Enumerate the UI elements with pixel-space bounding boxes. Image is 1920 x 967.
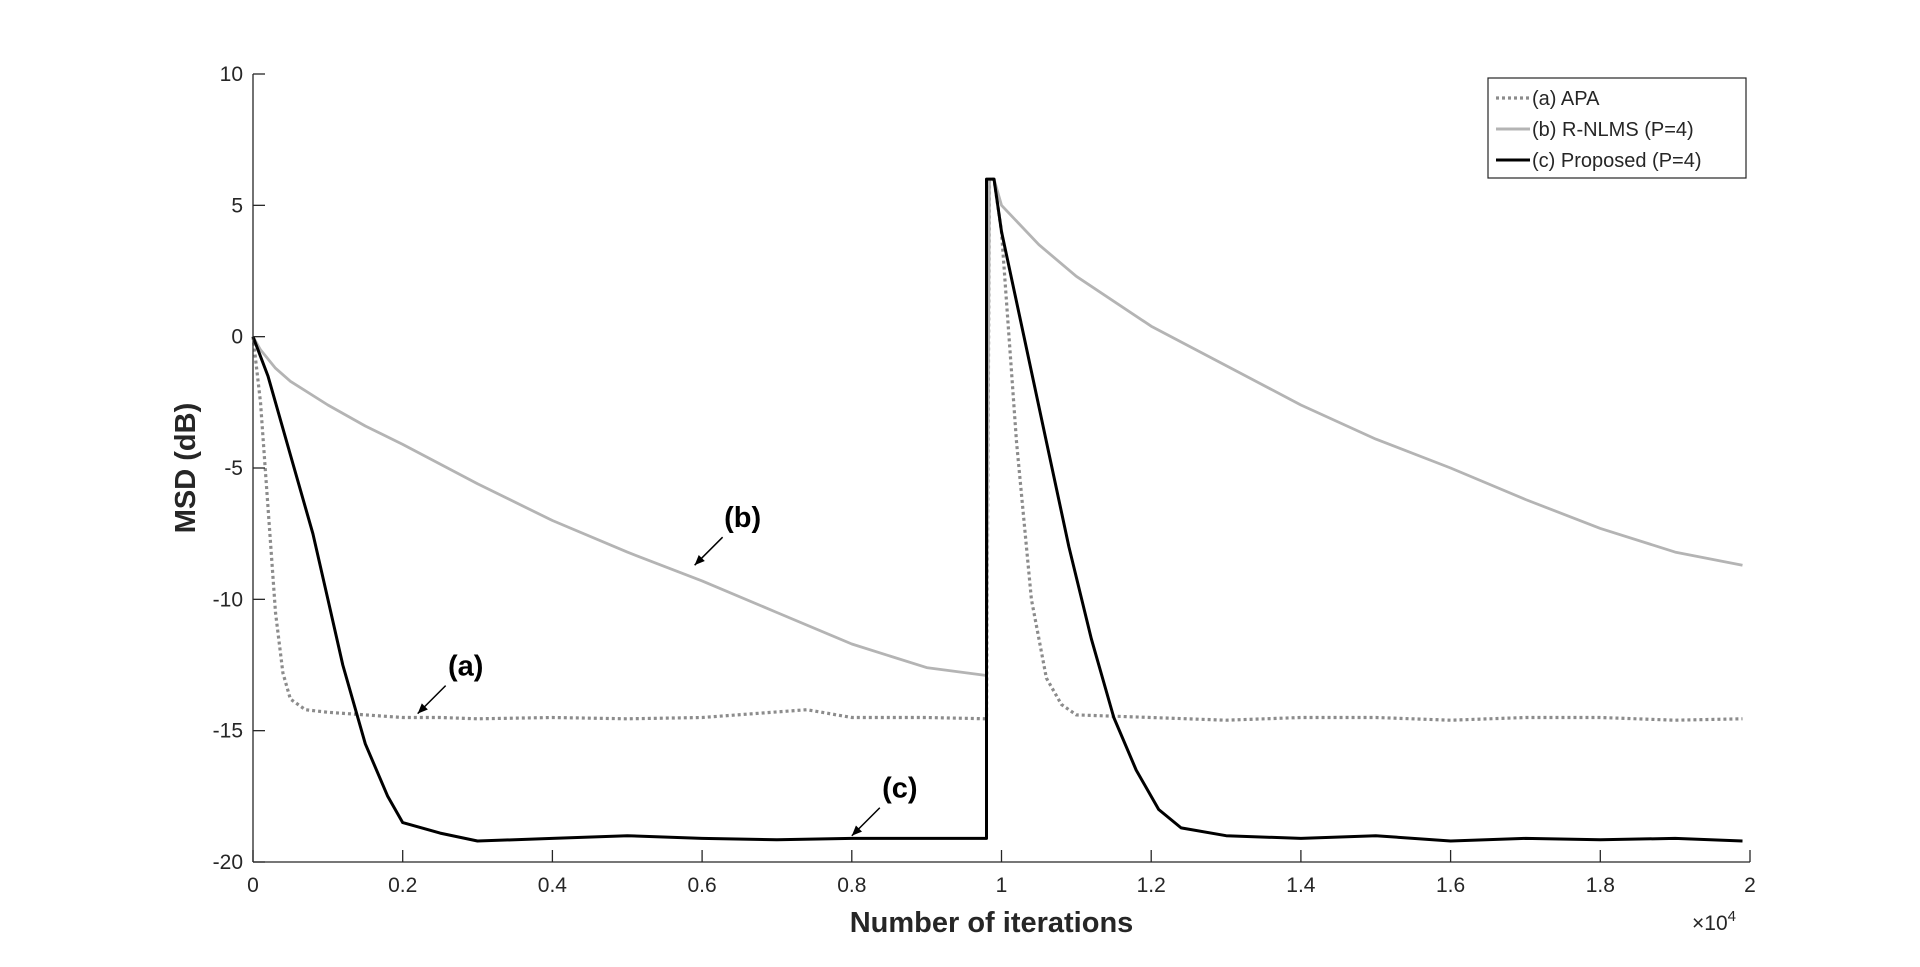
annotation-label: (b)	[724, 502, 761, 534]
y-tick-label: -10	[213, 588, 243, 611]
legend-box	[1487, 77, 1747, 179]
y-tick-label: 0	[231, 326, 243, 349]
x-tick-label: 0.6	[687, 874, 716, 897]
annotation-label: (a)	[448, 651, 483, 683]
annotation-arrow-head	[417, 703, 428, 714]
plot-area	[251, 177, 1743, 843]
y-tick-label: -20	[213, 851, 243, 874]
y-tick-label: -15	[213, 720, 243, 743]
legend-label: (c) Proposed (P=4)	[1532, 150, 1702, 172]
annotations: (a) (b) (c)	[417, 502, 918, 837]
x-tick-label: 1.4	[1286, 874, 1316, 897]
x-tick-label: 0.4	[538, 874, 568, 897]
series-line-2	[251, 177, 1743, 843]
x-tick-label: 2	[1744, 874, 1756, 897]
x-multiplier-exponent: 4	[1728, 908, 1736, 925]
y-axis-title: MSD (dB)	[170, 403, 202, 533]
x-multiplier-base: ×10	[1692, 912, 1728, 935]
x-axis-title: Number of iterations	[850, 907, 1134, 939]
annotation-arrow-head	[694, 554, 705, 566]
x-axis-multiplier: ×104	[1692, 908, 1736, 935]
x-tick-label: 0	[247, 874, 259, 897]
x-tick-label: 0.2	[388, 874, 417, 897]
series-line-0	[251, 177, 1743, 722]
y-tick-label: 10	[220, 63, 243, 86]
y-tick-label: 5	[231, 194, 243, 217]
x-tick-label: 1.6	[1436, 874, 1465, 897]
x-tick-label: 0.8	[837, 874, 866, 897]
annotation-arrow-head	[851, 825, 862, 836]
x-tick-label: 1	[996, 874, 1008, 897]
legend-label: (a) APA	[1532, 88, 1600, 110]
x-tick-label: 1.2	[1137, 874, 1166, 897]
x-ticks: 0 0.2 0.4 0.6 0.8 1 1.2 1.4 1.6 1.8 2	[247, 850, 1756, 897]
legend: (a) APA (b) R-NLMS (P=4) (c) Proposed (P=4…	[1487, 77, 1747, 179]
y-ticks: -20 -15 -10 -5 0 5 10	[213, 63, 265, 874]
y-tick-label: -5	[224, 457, 243, 480]
x-tick-label: 1.8	[1586, 874, 1615, 897]
legend-label: (b) R-NLMS (P=4)	[1532, 119, 1694, 141]
annotation-label: (c)	[882, 773, 917, 805]
